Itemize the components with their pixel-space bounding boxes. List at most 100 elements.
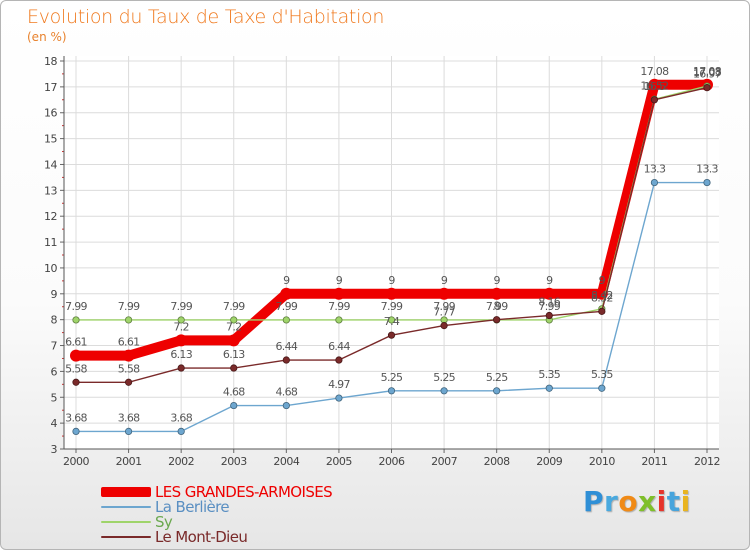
data-label-la-berli-re: 13.3	[644, 163, 666, 176]
y-tick-label: 4	[51, 417, 58, 430]
data-label-les-grandes-armoises: 9	[283, 274, 290, 287]
x-tick-label: 2012	[694, 455, 720, 468]
data-label-sy: 8.42	[591, 289, 613, 302]
data-point-le-mont-dieu	[177, 364, 185, 372]
x-tick-label: 2007	[431, 455, 457, 468]
data-label-sy: 17.03	[693, 66, 722, 79]
x-tick-label: 2002	[168, 455, 194, 468]
data-label-la-berli-re: 13.3	[696, 163, 718, 176]
data-point-la-berli-re	[598, 384, 606, 392]
logo-letter: i	[656, 485, 667, 518]
legend-label-les-grandes-armoises: LES GRANDES-ARMOISES	[155, 483, 333, 501]
data-label-la-berli-re: 4.97	[328, 378, 350, 391]
legend-label-la-berliere: La Berlière	[155, 498, 230, 516]
data-label-les-grandes-armoises: 17.08	[640, 65, 669, 78]
data-label-le-mont-dieu: 6.13	[170, 348, 192, 361]
proxiti-logo: Proxiti	[583, 485, 691, 518]
data-point-les-grandes-armoises	[122, 349, 135, 362]
data-point-le-mont-dieu	[282, 356, 290, 364]
data-point-le-mont-dieu	[440, 322, 448, 330]
data-point-la-berli-re	[282, 401, 290, 410]
data-point-sy	[387, 316, 396, 324]
data-label-le-mont-dieu: 8	[494, 300, 501, 313]
data-label-la-berli-re: 3.68	[65, 411, 87, 424]
data-point-sy	[124, 316, 133, 324]
data-point-le-mont-dieu	[230, 364, 238, 372]
data-label-sy: 7.99	[275, 300, 297, 313]
data-label-la-berli-re: 4.68	[223, 386, 245, 399]
data-label-les-grandes-armoises: 9	[388, 274, 395, 287]
data-label-les-grandes-armoises: 9	[494, 274, 501, 287]
data-label-sy: 7.99	[538, 300, 560, 313]
data-point-le-mont-dieu	[335, 356, 343, 364]
data-point-la-berli-re	[124, 427, 133, 436]
data-label-le-mont-dieu: 16.97	[693, 68, 722, 81]
data-label-les-grandes-armoises: 9	[336, 274, 343, 287]
y-tick-label: 3	[51, 443, 58, 456]
legend-swatch-la-berliere	[101, 506, 151, 508]
y-tick-label: 6	[51, 365, 58, 378]
legend-swatch-sy	[101, 521, 151, 523]
data-label-le-mont-dieu: 8.16	[538, 296, 560, 309]
data-label-les-grandes-armoises: 6.61	[118, 336, 140, 349]
logo-letter: x	[638, 485, 657, 518]
data-label-le-mont-dieu: 7.77	[433, 306, 455, 319]
logo-letter: o	[618, 485, 639, 518]
data-point-le-mont-dieu	[650, 96, 659, 104]
data-label-sy: 7.99	[486, 300, 508, 313]
data-point-les-grandes-armoises	[280, 287, 293, 300]
x-tick-label: 2010	[589, 455, 615, 468]
data-label-le-mont-dieu: 6.44	[275, 340, 297, 353]
data-label-sy: 7.99	[433, 300, 455, 313]
data-label-sy: 7.99	[65, 300, 87, 313]
data-point-les-grandes-armoises	[490, 287, 503, 300]
data-point-les-grandes-armoises	[175, 334, 188, 347]
legend-item-sy: Sy	[101, 513, 421, 531]
legend-label-le-mont-dieu: Le Mont-Dieu	[155, 528, 248, 546]
data-label-le-mont-dieu: 6.13	[223, 348, 245, 361]
data-label-sy: 7.99	[118, 300, 140, 313]
logo-letter: r	[604, 485, 619, 518]
data-label-le-mont-dieu: 6.44	[328, 340, 350, 353]
data-point-la-berli-re	[387, 387, 396, 395]
data-label-la-berli-re: 5.35	[538, 368, 560, 381]
data-point-les-grandes-armoises	[648, 78, 661, 91]
data-point-la-berli-re	[72, 427, 80, 436]
data-point-sy	[177, 316, 185, 324]
y-tick-label: 12	[44, 210, 57, 223]
data-point-la-berli-re	[335, 394, 343, 402]
chart-subtitle: (en %)	[27, 30, 67, 44]
data-point-sy	[335, 316, 343, 324]
data-label-les-grandes-armoises: 9	[546, 274, 553, 287]
data-label-les-grandes-armoises: 6.61	[65, 336, 87, 349]
logo-letter: t	[666, 485, 681, 518]
x-tick-label: 2006	[379, 455, 405, 468]
data-label-le-mont-dieu: 5.58	[118, 362, 140, 375]
data-label-les-grandes-armoises: 9	[441, 274, 448, 287]
x-tick-label: 2003	[221, 455, 247, 468]
data-label-les-grandes-armoises: 17.08	[693, 65, 722, 78]
data-point-la-berli-re	[230, 401, 238, 410]
x-tick-label: 2008	[484, 455, 510, 468]
data-label-sy: 7.99	[381, 300, 403, 313]
data-label-la-berli-re: 5.35	[591, 368, 613, 381]
legend-label-sy: Sy	[155, 513, 173, 531]
y-tick-label: 17	[44, 81, 57, 94]
x-tick-label: 2000	[63, 455, 89, 468]
data-point-le-mont-dieu	[598, 307, 606, 315]
data-point-sy	[72, 316, 80, 324]
logo-letter: P	[583, 485, 605, 518]
data-point-le-mont-dieu	[124, 378, 133, 386]
data-label-la-berli-re: 5.25	[381, 371, 403, 384]
legend-item-le-mont-dieu: Le Mont-Dieu	[101, 528, 421, 546]
data-label-sy: 7.99	[328, 300, 350, 313]
data-label-le-mont-dieu: 7.4	[384, 315, 400, 328]
data-point-la-berli-re	[440, 387, 448, 395]
data-point-les-grandes-armoises	[438, 287, 451, 300]
data-label-sy: 7.99	[170, 300, 192, 313]
data-label-la-berli-re: 5.25	[433, 371, 455, 384]
data-point-la-berli-re	[493, 387, 501, 395]
data-label-les-grandes-armoises: 9	[599, 274, 606, 287]
data-label-sy: 16.52	[640, 79, 668, 92]
data-label-le-mont-dieu: 16.5	[644, 80, 666, 93]
